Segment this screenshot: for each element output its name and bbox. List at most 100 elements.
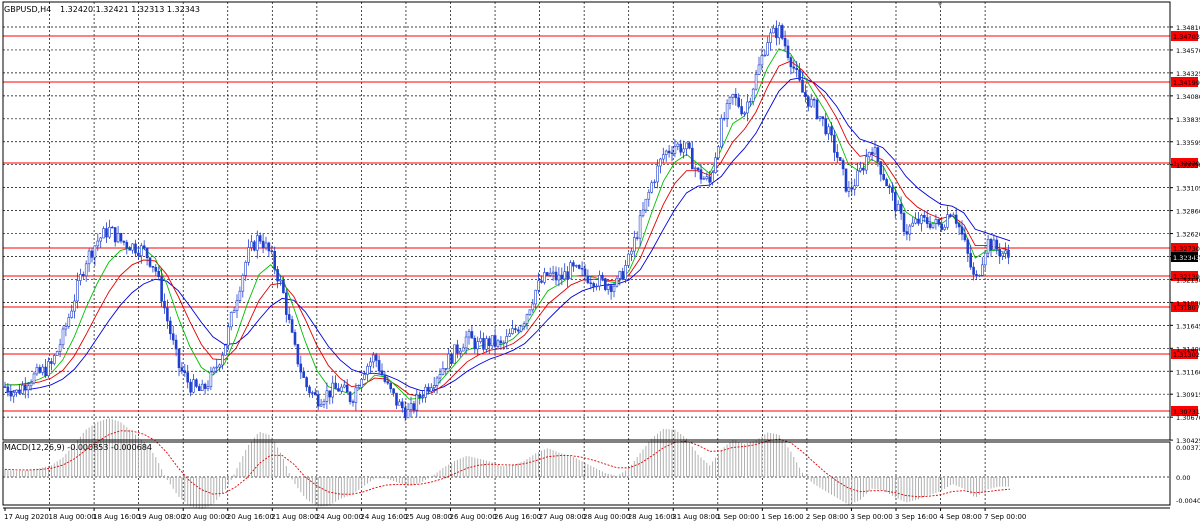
- candle-body: [293, 332, 297, 345]
- candle-body: [96, 240, 100, 247]
- candle-body: [548, 272, 552, 276]
- candle-body: [487, 338, 491, 347]
- candle-body: [412, 403, 416, 411]
- candle-body: [305, 377, 308, 388]
- x-tick-label: 25 Aug 08:00: [405, 513, 452, 521]
- candle-body: [511, 328, 514, 335]
- candle-body: [392, 388, 395, 394]
- candle-body: [551, 271, 555, 274]
- candle-body: [891, 186, 894, 193]
- candle-body: [221, 354, 224, 366]
- y-tick-label: 1.31890: [1176, 299, 1200, 307]
- candle-body: [206, 386, 210, 389]
- candle-body: [467, 331, 471, 338]
- candle-body: [1001, 253, 1004, 257]
- y-tick-label: 1.30425: [1176, 437, 1200, 445]
- candle-body: [258, 235, 262, 242]
- candle-body: [496, 340, 500, 347]
- candle-body: [711, 172, 714, 183]
- candle-body: [354, 387, 358, 403]
- x-tick-label: 17 Aug 2020: [4, 513, 49, 521]
- candle-body: [55, 351, 59, 356]
- candle-body: [685, 142, 688, 150]
- candle-body: [125, 242, 129, 248]
- candle-body: [717, 146, 720, 159]
- candle-body: [342, 384, 346, 388]
- candle-body: [804, 92, 807, 98]
- candle-body: [917, 218, 920, 224]
- candle-body: [435, 377, 439, 386]
- candle-body: [313, 392, 317, 396]
- candle-body: [569, 262, 572, 279]
- candle-body: [238, 290, 242, 301]
- candle-body: [975, 274, 978, 276]
- candle-body: [458, 350, 462, 354]
- candle-body: [403, 407, 407, 418]
- candle-body: [50, 361, 53, 364]
- candle-body: [888, 185, 891, 188]
- candle-body: [351, 401, 355, 403]
- candle-body: [195, 379, 198, 387]
- price-level-badge: [1171, 158, 1198, 168]
- price-level-label: 1.34199: [1173, 79, 1200, 87]
- candle-body: [93, 245, 97, 258]
- candle-body: [340, 386, 343, 392]
- current-price-label: 1.32343: [1173, 254, 1200, 262]
- candle-body: [331, 382, 335, 398]
- y-tick-label: 1.30915: [1176, 391, 1200, 399]
- candle-body: [949, 214, 952, 217]
- candle-body: [777, 25, 781, 39]
- candle-body: [667, 150, 671, 154]
- scroll-marker-icon[interactable]: ▾: [938, 0, 942, 9]
- candle-body: [70, 310, 73, 318]
- candle-body: [543, 272, 546, 283]
- candle-body: [267, 242, 271, 252]
- price-level-badge: [1171, 243, 1198, 253]
- current-price-badge: [1171, 252, 1198, 262]
- candle-body: [400, 401, 404, 409]
- candle-body: [6, 386, 10, 393]
- x-tick-label: 2 Sep 08:00: [806, 513, 848, 521]
- candle-body: [818, 116, 822, 119]
- candle-body: [827, 126, 830, 135]
- y-tick-label: 1.32375: [1176, 254, 1200, 262]
- candle-body: [473, 337, 477, 350]
- y-tick-label: 1.33350: [1176, 162, 1200, 170]
- candle-body: [38, 367, 42, 373]
- candle-body: [856, 170, 859, 187]
- candle-body: [922, 215, 926, 218]
- candle-body: [137, 252, 140, 257]
- candle-body: [322, 401, 326, 405]
- candle-body: [299, 363, 303, 373]
- candle-body: [244, 262, 247, 276]
- candle-body: [1007, 250, 1010, 258]
- candle-body: [740, 106, 743, 115]
- candle-body: [203, 383, 207, 389]
- candle-body: [682, 148, 685, 153]
- candle-body: [980, 264, 984, 276]
- candle-body: [490, 335, 494, 347]
- candle-body: [142, 245, 146, 249]
- candle-body: [647, 191, 651, 200]
- x-tick-label: 24 Aug 00:00: [316, 513, 363, 521]
- candle-body: [406, 409, 410, 418]
- candle-body: [198, 386, 201, 391]
- x-tick-label: 7 Sep 00:00: [984, 513, 1026, 521]
- candle-body: [734, 93, 738, 99]
- candle-body: [171, 333, 175, 341]
- candle-body: [514, 328, 517, 331]
- macd-tick-label: -0.00400: [1176, 497, 1200, 505]
- candle-body: [946, 214, 949, 228]
- candle-body: [870, 151, 874, 155]
- candle-body: [224, 344, 227, 356]
- candle-body: [261, 240, 265, 249]
- candle-body: [432, 385, 436, 388]
- candle-body: [693, 167, 697, 170]
- candle-body: [145, 247, 149, 259]
- candle-body: [284, 292, 288, 315]
- candle-body: [508, 333, 511, 337]
- candle-body: [374, 354, 378, 361]
- candle-body: [775, 27, 778, 39]
